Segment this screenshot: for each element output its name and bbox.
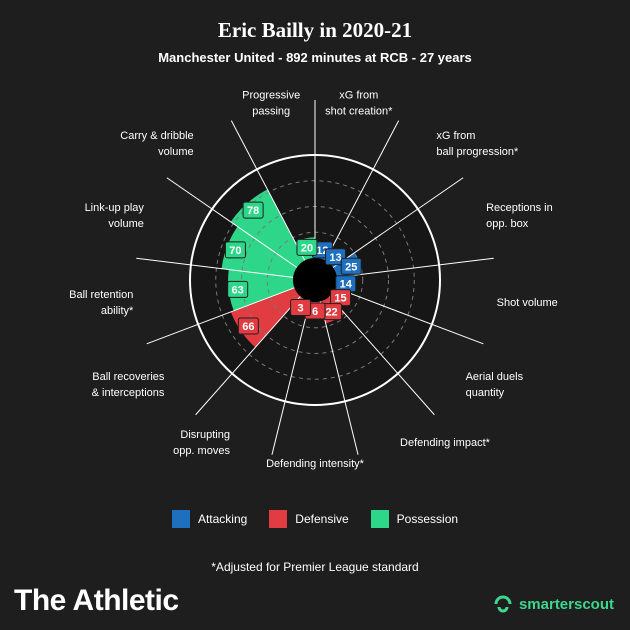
spoke-1 xyxy=(324,120,400,261)
category-label-3: Shot volume xyxy=(497,297,558,309)
chart-center xyxy=(293,258,337,302)
legend: Attacking Defensive Possession xyxy=(0,510,630,528)
value-label-4: 15 xyxy=(334,293,346,305)
legend-item-attacking: Attacking xyxy=(171,510,248,528)
category-label-0: xG from shot creation* xyxy=(325,89,393,117)
value-badge-12 xyxy=(296,238,318,256)
spoke-7 xyxy=(271,301,311,455)
smarterscout-brand: smarterscout xyxy=(493,594,614,614)
legend-label-defensive: Defensive xyxy=(295,512,349,526)
category-label-11: Carry & dribble volume xyxy=(120,130,193,158)
value-label-8: 66 xyxy=(242,321,254,333)
value-badge-8 xyxy=(237,317,259,335)
value-badge-7 xyxy=(290,298,312,316)
spoke-8 xyxy=(195,296,301,416)
value-label-5: 22 xyxy=(325,307,337,319)
legend-item-defensive: Defensive xyxy=(269,510,349,528)
chart-subtitle: Manchester United - 892 minutes at RCB -… xyxy=(158,50,472,65)
bar-10 xyxy=(221,226,297,278)
category-label-4: Aerial duels quantity xyxy=(466,371,524,399)
spoke-5 xyxy=(329,296,435,416)
value-label-1: 13 xyxy=(329,252,341,264)
value-label-2: 25 xyxy=(345,261,357,273)
chart-title: Eric Bailly in 2020-21 xyxy=(217,18,413,42)
smarterscout-label: smarterscout xyxy=(518,595,614,613)
spoke-2 xyxy=(332,177,464,268)
spoke-12 xyxy=(230,120,306,261)
value-label-11: 78 xyxy=(247,205,259,217)
category-label-2: Receptions in opp. box xyxy=(486,202,553,230)
value-badge-10 xyxy=(224,241,246,259)
category-label-8: Ball recoveries & interceptions xyxy=(92,371,165,399)
spoke-4 xyxy=(335,287,484,345)
value-label-10: 70 xyxy=(229,245,241,257)
category-label-6: Defending intensity* xyxy=(266,458,365,470)
value-badge-11 xyxy=(242,201,264,219)
footnote: *Adjusted for Premier League standard xyxy=(211,560,419,574)
value-label-12: 20 xyxy=(301,242,313,254)
legend-item-possession: Possession xyxy=(370,510,459,528)
category-label-9: Ball retention ability* xyxy=(69,289,134,317)
the-athletic-logo: The Athletic xyxy=(14,584,179,617)
category-label-1: xG from ball progression* xyxy=(436,130,519,158)
legend-swatch-attacking xyxy=(171,510,190,528)
value-label-3: 14 xyxy=(340,279,353,291)
value-label-9: 63 xyxy=(232,284,244,296)
value-badge-1 xyxy=(325,248,347,266)
legend-swatch-possession xyxy=(370,510,389,528)
spoke-11 xyxy=(166,177,298,268)
legend-label-attacking: Attacking xyxy=(197,512,248,526)
category-label-12: Progressive passing xyxy=(242,89,300,117)
smarterscout-logo-icon xyxy=(494,595,512,613)
category-label-10: Link-up play volume xyxy=(85,202,145,230)
category-label-5: Defending impact* xyxy=(400,437,491,449)
legend-label-possession: Possession xyxy=(396,512,459,526)
spoke-10 xyxy=(136,257,294,278)
value-label-6: 6 xyxy=(312,306,318,318)
spoke-6 xyxy=(319,301,359,455)
category-label-7: Disrupting opp. moves xyxy=(173,429,230,457)
value-label-7: 3 xyxy=(298,302,304,314)
spoke-9 xyxy=(146,287,295,345)
spoke-3 xyxy=(336,257,494,278)
value-badge-9 xyxy=(227,280,249,298)
legend-swatch-defensive xyxy=(269,510,288,528)
value-badge-2 xyxy=(340,257,362,275)
